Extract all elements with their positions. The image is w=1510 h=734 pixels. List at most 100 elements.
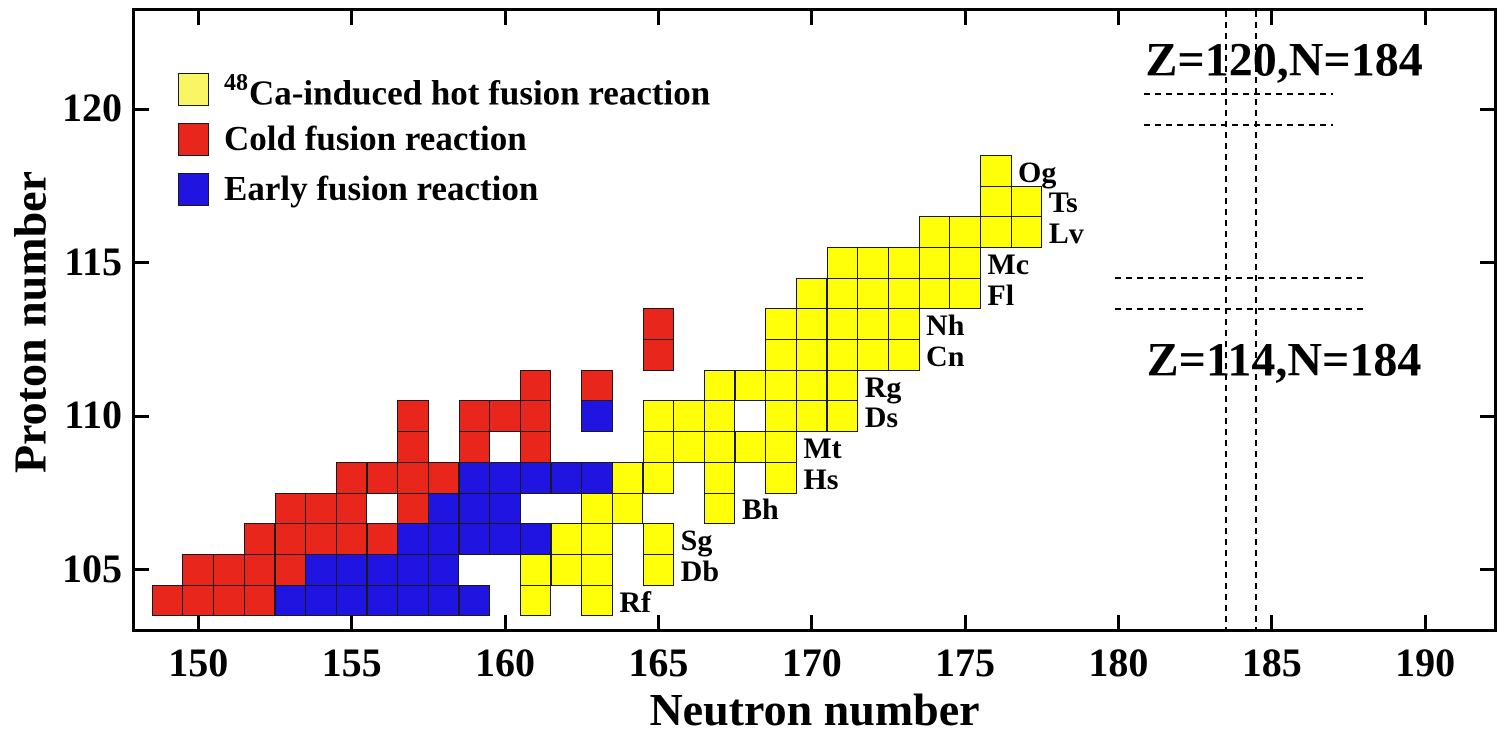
- isotope-cell: [918, 216, 951, 248]
- isotope-cell: [857, 246, 889, 279]
- isotope-cell: [765, 339, 797, 371]
- isotope-cell: [734, 369, 767, 402]
- y-axis-tick: [135, 107, 149, 111]
- isotope-cell: [581, 400, 613, 433]
- legend-label-early-fusion: Early fusion reaction: [224, 171, 538, 207]
- x-axis-top-tick: [350, 11, 354, 25]
- isotope-cell: [458, 431, 491, 463]
- isotope-cell: [826, 308, 859, 341]
- y-axis-right-tick: [1480, 414, 1494, 418]
- isotope-cell: [857, 277, 889, 310]
- y-axis-tick: [135, 414, 149, 418]
- reference-line-n184: [1224, 11, 1227, 629]
- element-label-lv: Lv: [1048, 217, 1084, 251]
- isotope-cell: [427, 523, 460, 555]
- isotope-cell: [1010, 185, 1043, 218]
- x-axis-top-tick: [503, 11, 507, 25]
- isotope-cell: [642, 308, 675, 341]
- isotope-cell: [335, 553, 368, 586]
- isotope-cell: [550, 553, 583, 586]
- isotope-cell: [489, 523, 521, 555]
- x-axis-tick: [1116, 615, 1120, 629]
- isotope-cell: [489, 492, 521, 525]
- x-tick-label: 150: [168, 640, 229, 685]
- legend-text-hot-fusion: Ca-induced hot fusion reaction: [249, 73, 711, 113]
- isotope-cell: [243, 584, 276, 617]
- legend-swatch-hot-fusion: [178, 72, 209, 106]
- isotope-cell: [673, 431, 705, 463]
- isotope-cell: [949, 246, 981, 279]
- isotope-cell: [274, 492, 307, 525]
- isotope-cell: [642, 400, 675, 433]
- isotope-cell: [703, 369, 736, 402]
- isotope-cell: [795, 308, 828, 341]
- isotope-cell: [918, 277, 951, 310]
- isotope-cell: [427, 584, 460, 617]
- isotope-cell: [519, 369, 552, 402]
- x-axis-tick: [963, 615, 967, 629]
- isotope-cell: [918, 246, 951, 279]
- isotope-cell: [243, 523, 276, 555]
- isotope-cell: [703, 431, 736, 463]
- isotope-cell: [305, 523, 337, 555]
- reference-line-n184: [1255, 11, 1258, 629]
- isotope-cell: [826, 339, 859, 371]
- legend-item-early-fusion: Early fusion reaction: [178, 164, 710, 214]
- isotope-cell: [611, 461, 644, 494]
- element-label-rf: Rf: [619, 585, 651, 619]
- element-label-fl: Fl: [987, 278, 1015, 312]
- element-label-db: Db: [680, 554, 720, 588]
- isotope-cell: [458, 400, 491, 433]
- isotope-cell: [397, 492, 429, 525]
- legend-label-hot-fusion: 48Ca-induced hot fusion reaction: [224, 67, 710, 112]
- isotope-cell: [979, 185, 1012, 218]
- isotope-cell: [489, 461, 521, 494]
- isotope-cell: [581, 369, 613, 402]
- isotope-cell: [274, 523, 307, 555]
- isotope-cell: [581, 461, 613, 494]
- isotope-cell: [366, 584, 399, 617]
- isotope-cell: [581, 584, 613, 617]
- isotope-cell: [887, 246, 920, 279]
- isotope-cell: [795, 277, 828, 310]
- y-tick-label: 110: [64, 392, 122, 438]
- isotope-cell: [765, 431, 797, 463]
- element-label-mt: Mt: [803, 432, 842, 465]
- x-tick-label: 155: [321, 640, 382, 685]
- isotope-cell: [642, 523, 675, 555]
- x-tick-label: 175: [935, 640, 996, 685]
- reference-line-z113.5: [1115, 307, 1364, 310]
- isotope-cell: [887, 277, 920, 310]
- isotope-cell: [857, 339, 889, 371]
- isotope-cell: [519, 584, 552, 617]
- isotope-cell: [397, 553, 429, 586]
- isotope-cell: [887, 339, 920, 371]
- y-axis-right-tick: [1480, 568, 1494, 572]
- isotope-cell: [213, 553, 245, 586]
- isotope-cell: [765, 369, 797, 402]
- isotope-cell: [519, 553, 552, 586]
- isotope-cell: [274, 553, 307, 586]
- legend-swatch-cold-fusion: [178, 122, 209, 156]
- x-tick-label: 190: [1395, 640, 1456, 685]
- isotope-cell: [979, 216, 1012, 248]
- isotope-cell: [642, 431, 675, 463]
- isotope-cell: [826, 246, 859, 279]
- y-axis-tick: [135, 261, 149, 265]
- isotope-cell: [243, 553, 276, 586]
- isotope-cell: [581, 553, 613, 586]
- x-axis-top-tick: [810, 11, 814, 25]
- element-label-cn: Cn: [926, 339, 965, 373]
- legend: 48Ca-induced hot fusion reaction Cold fu…: [178, 64, 710, 214]
- isotope-cell: [581, 492, 613, 525]
- isotope-cell: [550, 523, 583, 555]
- isotope-cell: [335, 461, 368, 494]
- isotope-cell: [458, 584, 491, 617]
- isotope-cell: [581, 523, 613, 555]
- isotope-cell: [1010, 216, 1043, 248]
- isotope-cell: [979, 154, 1012, 187]
- element-label-sg: Sg: [680, 524, 713, 558]
- x-axis-tick: [656, 615, 660, 629]
- isotope-cell: [765, 308, 797, 341]
- x-tick-label: 165: [628, 640, 689, 685]
